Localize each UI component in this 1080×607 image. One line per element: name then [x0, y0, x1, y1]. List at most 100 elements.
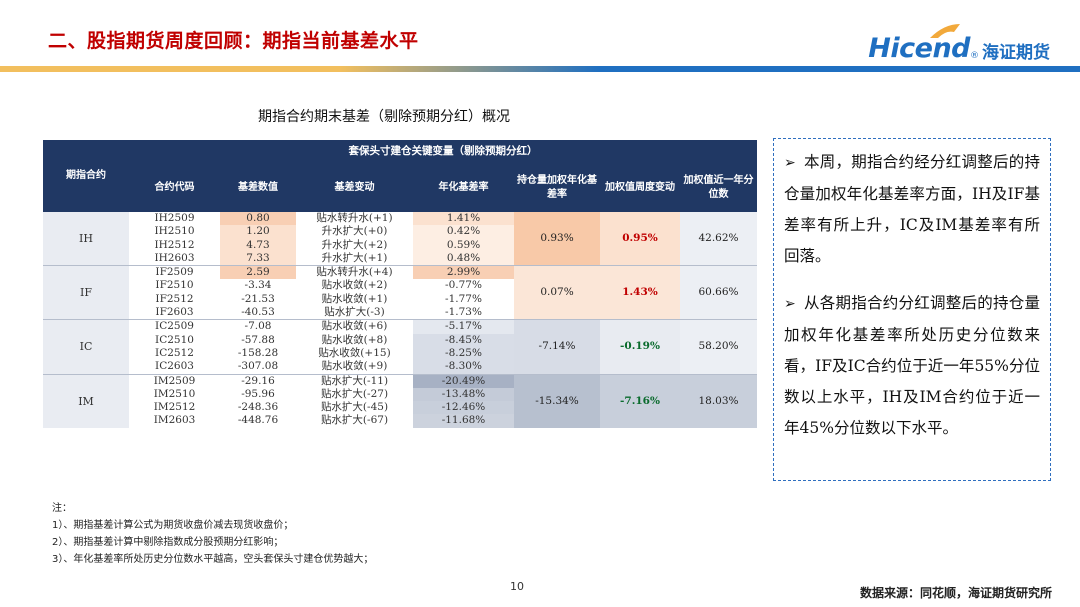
contract-code-cell: IC2510 [155, 333, 194, 346]
annualized-rate-cell: 0.42% [413, 225, 514, 239]
contract-code-cell: IH2512 [154, 238, 195, 251]
logo-registered-mark: ® [970, 51, 979, 61]
logo-wordmark: Hicend [868, 33, 970, 64]
basis-table: 期指合约 套保头寸建仓关键变量（剔除预期分红） 合约代码 基差数值 基差变动 年… [43, 140, 757, 428]
column-header: 年化基差率 [413, 164, 514, 212]
contract-code-cell: IH2603 [154, 251, 195, 264]
page-number: 10 [510, 580, 524, 593]
basis-change-cell: 贴水扩大(-67) [320, 414, 389, 427]
header-key-variables: 套保头寸建仓关键变量（剔除预期分红） [129, 140, 757, 164]
annualized-rate-cell: -20.49% [413, 373, 514, 388]
column-header: 基差变动 [296, 164, 413, 212]
annualized-rate-cell: -8.45% [413, 333, 514, 347]
footnote-item: 1）、期指基差计算公式为期货收盘价减去现货收盘价； [52, 520, 294, 531]
footnote-item: 3）、年化基差率所处历史分位数水平越高，空头套保头寸建仓优势越大； [52, 554, 374, 565]
table-row: IM2603 -448.76 贴水扩大(-67) -11.68% [43, 414, 757, 428]
header-divider [0, 66, 1080, 72]
basis-value-cell: -95.96 [220, 387, 296, 402]
group-name-cell: IC [43, 319, 129, 375]
arrow-bullet-icon: ➢ [784, 296, 796, 312]
basis-value-cell: 1.20 [220, 225, 296, 239]
contract-code-cell: IM2510 [153, 387, 196, 400]
annualized-rate-cell: -1.73% [413, 306, 514, 320]
basis-value-cell: -3.34 [220, 279, 296, 293]
table-row: IH2603 7.33 升水扩大(+1) 0.48% [43, 251, 757, 266]
company-logo: Hicend ® 海证期货 [868, 24, 1050, 64]
annualized-rate-cell: -1.77% [413, 292, 514, 307]
contract-code-cell: IF2512 [155, 292, 194, 305]
basis-value-cell: 2.59 [220, 265, 296, 280]
table-row: IM2512 -248.36 贴水扩大(-45) -12.46% [43, 401, 757, 415]
annualized-rate-cell: -13.48% [413, 387, 514, 402]
basis-change-cell: 升水扩大(+0) [321, 225, 388, 238]
column-header: 合约代码 [129, 164, 220, 212]
annualized-rate-cell: -0.77% [413, 279, 514, 293]
table-row: IC2510 -57.88 贴水收敛(+8) -8.45% [43, 333, 757, 347]
commentary-paragraph-1: ➢ 本周，期指合约经分红调整后的持仓量加权年化基差率方面，IH及IF基差率有所上升… [784, 153, 1040, 265]
annualized-rate-cell: -12.46% [413, 401, 514, 415]
basis-value-cell: -29.16 [220, 373, 296, 388]
footnote-item: 2）、期指基差计算中剔除指数成分股预期分红影响； [52, 537, 284, 548]
annualized-rate-cell: -8.25% [413, 346, 514, 361]
basis-value-cell: -307.08 [220, 360, 296, 375]
weekly-change-cell: 0.95% [600, 212, 680, 266]
annualized-rate-cell: 0.48% [413, 251, 514, 266]
table-row: IM IM2509 -29.16 贴水扩大(-11) -20.49% -15.34% -7.… [43, 373, 757, 428]
column-header: 加权值近一年分位数 [680, 164, 757, 212]
weighted-rate-cell: 0.93% [514, 212, 600, 266]
annualized-rate-cell: 1.41% [413, 212, 514, 226]
percentile-cell: 58.20% [680, 319, 757, 375]
annualized-rate-cell: -5.17% [413, 319, 514, 334]
basis-value-cell: -40.53 [220, 306, 296, 320]
basis-change-cell: 贴水收敛(+6) [296, 319, 413, 334]
data-source: 数据来源：同花顺，海证期货研究所 [859, 586, 1052, 600]
basis-change-cell: 升水扩大(+2) [321, 238, 388, 251]
group-name-cell: IM [43, 373, 129, 428]
basis-value-cell: -158.28 [220, 346, 296, 361]
column-header: 基差数值 [220, 164, 296, 212]
contract-code-cell: IC2509 [129, 319, 220, 334]
basis-value-cell: 0.80 [220, 212, 296, 226]
weighted-rate-cell: -15.34% [514, 373, 600, 428]
group-name-cell: IH [43, 212, 129, 266]
basis-change-cell: 贴水收敛(+8) [321, 333, 388, 346]
basis-change-cell: 贴水收敛(+15) [318, 346, 391, 359]
table-row: IC IC2509 -7.08 贴水收敛(+6) -5.17% -7.14% -0.19% 5… [43, 319, 757, 375]
commentary-box: ➢ 本周，期指合约经分红调整后的持仓量加权年化基差率方面，IH及IF基差率有所上升… [773, 138, 1051, 481]
contract-code-cell: IM2512 [153, 401, 196, 414]
basis-value-cell: -248.36 [220, 401, 296, 415]
annualized-rate-cell: 0.59% [413, 238, 514, 252]
footnote-label: 注： [52, 503, 72, 514]
weighted-rate-cell: 0.07% [514, 265, 600, 320]
contract-code-cell: IF2509 [129, 265, 220, 280]
column-header: 加权值周度变动 [600, 164, 680, 212]
table-row: IF2510 -3.34 贴水收敛(+2) -0.77% [43, 279, 757, 293]
column-header: 持仓量加权年化基差率 [514, 164, 600, 212]
basis-value-cell: 4.73 [220, 238, 296, 252]
logo-chinese-name: 海证期货 [982, 43, 1050, 63]
group-name-cell: IF [43, 265, 129, 320]
weekly-change-cell: -7.16% [600, 373, 680, 428]
basis-change-cell: 贴水扩大(-3) [324, 306, 385, 319]
table-row: IF2512 -21.53 贴水收敛(+1) -1.77% [43, 292, 757, 307]
basis-change-cell: 贴水扩大(-27) [320, 387, 389, 400]
basis-change-cell: 贴水扩大(-11) [296, 373, 413, 388]
table-row: IC2603 -307.08 贴水收敛(+9) -8.30% [43, 360, 757, 375]
basis-value-cell: -448.76 [220, 414, 296, 428]
table-row: IC2512 -158.28 贴水收敛(+15) -8.25% [43, 346, 757, 361]
annualized-rate-cell: -8.30% [413, 360, 514, 375]
basis-value-cell: -7.08 [220, 319, 296, 334]
contract-code-cell: IC2603 [155, 360, 194, 373]
annualized-rate-cell: -11.68% [413, 414, 514, 428]
logo-swoosh-icon [930, 24, 960, 38]
weekly-change-cell: 1.43% [600, 265, 680, 320]
table-caption: 期指合约期末基差（剔除预期分红）概况 [258, 109, 510, 125]
percentile-cell: 18.03% [680, 373, 757, 428]
basis-change-cell: 贴水收敛(+2) [321, 279, 388, 292]
percentile-cell: 42.62% [680, 212, 757, 266]
contract-code-cell: IM2509 [129, 373, 220, 388]
contract-code-cell: IF2510 [155, 279, 194, 292]
percentile-cell: 60.66% [680, 265, 757, 320]
table-row: IF IF2509 2.59 贴水转升水(+4) 2.99% 0.07% 1.43% 60.6… [43, 265, 757, 320]
basis-change-cell: 贴水扩大(-45) [320, 401, 389, 414]
